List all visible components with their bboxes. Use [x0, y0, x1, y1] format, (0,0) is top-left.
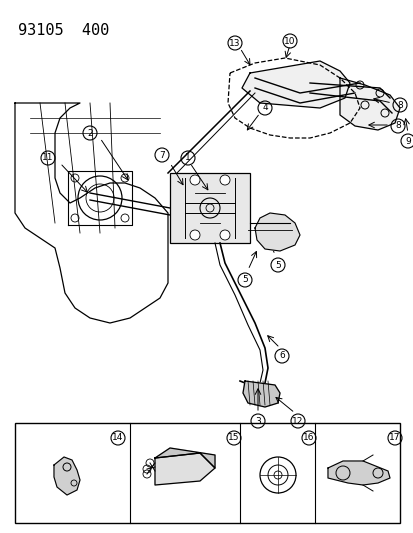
Circle shape [219, 230, 230, 240]
Text: 6: 6 [278, 351, 284, 360]
Polygon shape [242, 61, 349, 108]
Circle shape [219, 175, 230, 185]
Text: 9: 9 [404, 136, 410, 146]
Polygon shape [54, 457, 80, 495]
Text: 2: 2 [87, 128, 93, 138]
FancyBboxPatch shape [170, 173, 249, 243]
Polygon shape [154, 448, 214, 468]
Text: 13: 13 [229, 38, 240, 47]
Text: 14: 14 [112, 433, 123, 442]
Bar [15, 423, 399, 523]
Text: 16: 16 [302, 433, 314, 442]
Circle shape [190, 175, 199, 185]
Polygon shape [242, 381, 279, 407]
Text: 5: 5 [275, 261, 280, 270]
Text: 4: 4 [261, 103, 267, 112]
Text: 3: 3 [254, 416, 260, 425]
Polygon shape [154, 453, 214, 485]
Polygon shape [339, 78, 399, 130]
Text: 11: 11 [42, 154, 54, 163]
Text: 8: 8 [394, 122, 400, 131]
Text: 93105  400: 93105 400 [18, 23, 109, 38]
Text: 15: 15 [228, 433, 239, 442]
Text: 10: 10 [284, 36, 295, 45]
Text: 12: 12 [292, 416, 303, 425]
Text: 17: 17 [388, 433, 400, 442]
Circle shape [190, 230, 199, 240]
Text: 5: 5 [242, 276, 247, 285]
Polygon shape [327, 461, 389, 485]
Polygon shape [15, 103, 168, 323]
Text: 8: 8 [396, 101, 402, 109]
Text: 1: 1 [185, 154, 190, 163]
Text: 7: 7 [159, 150, 164, 159]
Polygon shape [254, 213, 299, 251]
